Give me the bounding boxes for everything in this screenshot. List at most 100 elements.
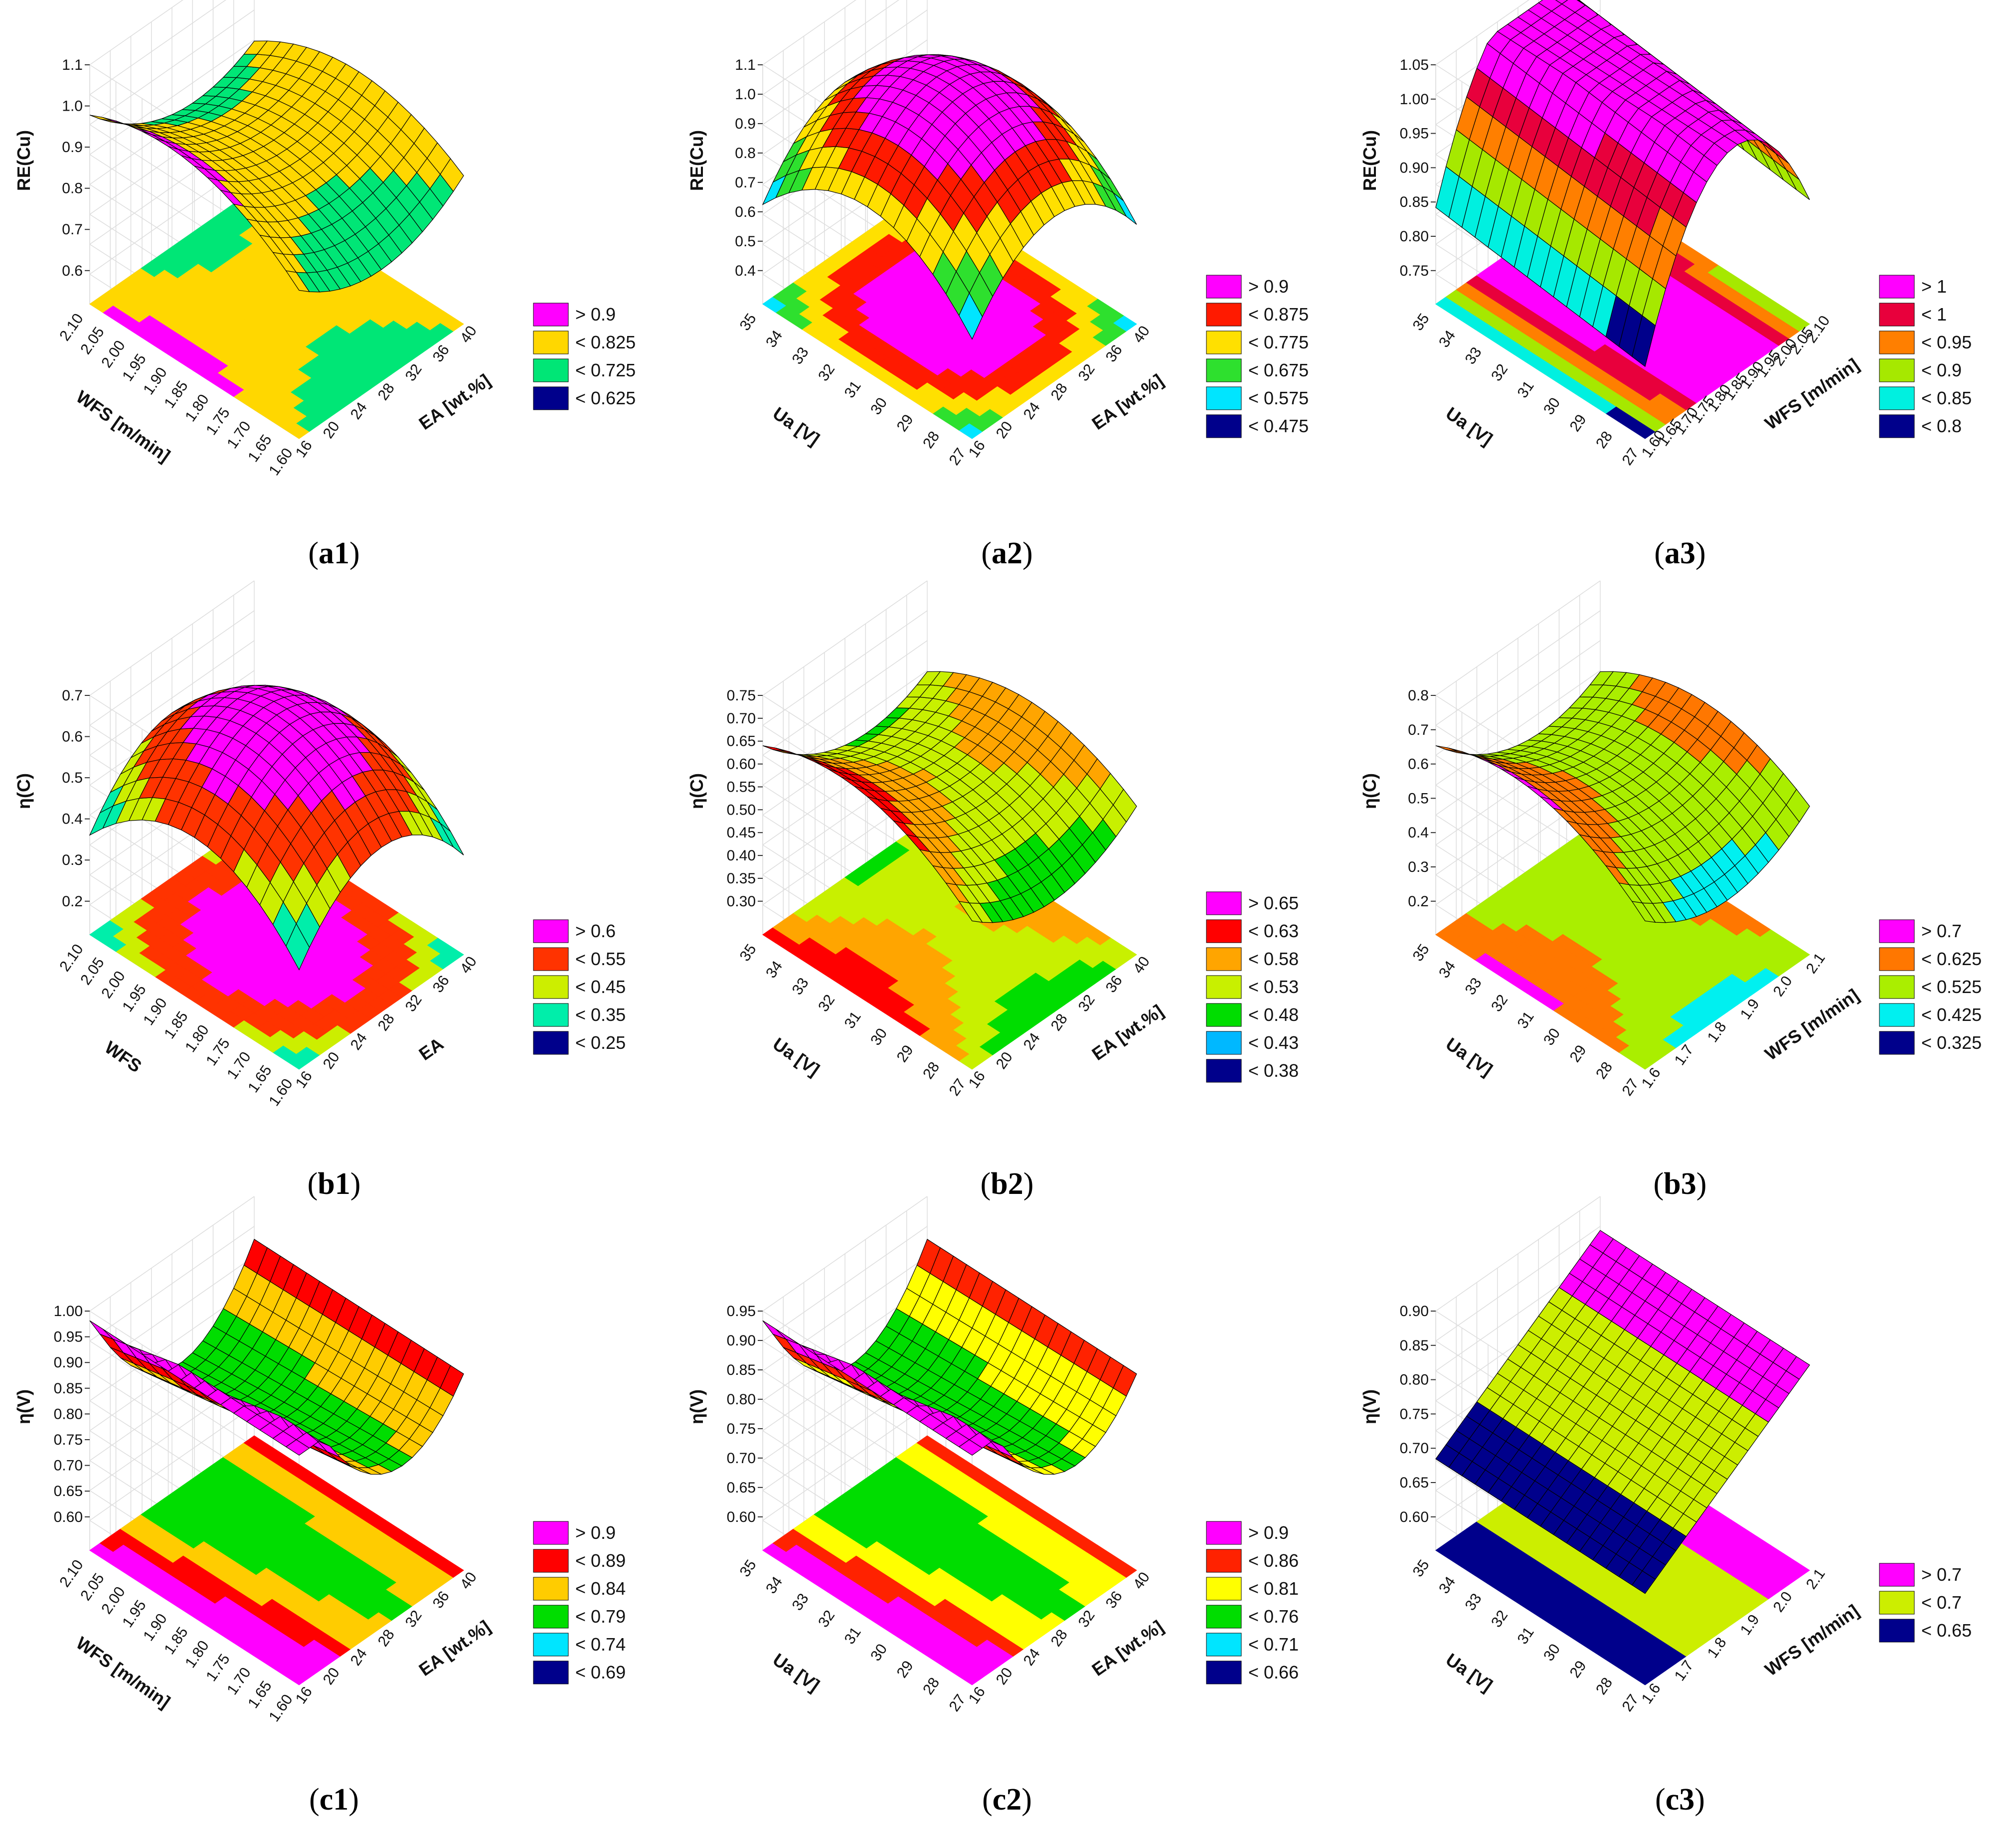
x-tick-label: 16 bbox=[966, 1684, 989, 1707]
y-tick-label: 1.75 bbox=[203, 1035, 233, 1069]
legend-label: < 0.71 bbox=[1248, 1634, 1299, 1655]
legend: > 0.9 < 0.825 < 0.725 < 0.625 bbox=[533, 303, 636, 410]
legend-swatch bbox=[1879, 975, 1915, 999]
y-tick-label: 35 bbox=[1410, 311, 1433, 333]
x-axis-label: WFS [m/min] bbox=[1761, 985, 1863, 1064]
legend-swatch bbox=[1206, 358, 1242, 382]
legend-label: < 0.74 bbox=[575, 1634, 626, 1655]
z-tick-label: 0.4 bbox=[735, 263, 756, 279]
x-tick-label: 16 bbox=[293, 1684, 316, 1707]
legend-label: < 0.875 bbox=[1248, 304, 1309, 325]
y-tick-label: 34 bbox=[1436, 958, 1459, 981]
z-tick-label: 0.5 bbox=[62, 770, 83, 786]
z-tick-label: 0.60 bbox=[727, 756, 756, 773]
z-tick-label: 0.50 bbox=[727, 802, 756, 818]
z-tick-label: 0.75 bbox=[1400, 263, 1429, 279]
legend-label: < 0.9 bbox=[1921, 360, 1962, 380]
z-tick-label: 0.60 bbox=[1400, 1509, 1429, 1525]
z-tick-label: 0.75 bbox=[54, 1432, 83, 1448]
z-tick-label: 0.7 bbox=[1408, 722, 1429, 738]
contour-floor bbox=[89, 189, 464, 439]
surface-mesh bbox=[762, 671, 1137, 923]
y-tick-label: 2.05 bbox=[77, 955, 108, 988]
z-tick-label: 0.70 bbox=[727, 710, 756, 727]
legend: > 0.9 < 0.89 < 0.84 < 0.79 < 0.74 < 0.69 bbox=[533, 1521, 626, 1684]
legend-swatch bbox=[533, 1549, 569, 1573]
caption-letter: b2 bbox=[991, 1167, 1023, 1201]
z-tick-label: 0.90 bbox=[1400, 1303, 1429, 1320]
legend-swatch bbox=[533, 1521, 569, 1545]
legend-label: < 0.38 bbox=[1248, 1060, 1299, 1081]
z-tick-label: 0.70 bbox=[54, 1458, 83, 1474]
z-tick-label: 0.9 bbox=[735, 116, 756, 132]
legend-swatch bbox=[1879, 358, 1915, 382]
z-tick-label: 1.0 bbox=[62, 98, 83, 115]
y-tick-label: 29 bbox=[1567, 412, 1590, 435]
y-tick-label: 1.80 bbox=[182, 1022, 212, 1055]
z-tick-label: 0.60 bbox=[727, 1509, 756, 1525]
panel-a3: 0.750.800.850.900.951.001.05RE(Cu)1.601.… bbox=[1359, 0, 1972, 570]
z-tick-label: 0.85 bbox=[1400, 1337, 1429, 1354]
z-tick-label: 0.85 bbox=[54, 1380, 83, 1397]
legend-label: < 0.76 bbox=[1248, 1606, 1299, 1627]
z-tick-label: 0.5 bbox=[1408, 790, 1429, 807]
legend-label: < 0.725 bbox=[575, 360, 636, 380]
y-tick-label: 27 bbox=[1619, 1076, 1642, 1099]
y-tick-label: 31 bbox=[841, 1624, 864, 1647]
panel-c1: 0.60 0.65 0.70 0.75 0.80 0.85 0.90 0.95 1.00 η(V)… bbox=[13, 1196, 626, 1817]
y-axis-label: WFS [m/min] bbox=[72, 1633, 174, 1712]
legend-label: < 0.85 bbox=[1921, 388, 1972, 408]
legend-label: < 0.475 bbox=[1248, 416, 1309, 436]
legend-swatch bbox=[533, 331, 569, 354]
y-tick-label: 1.60 bbox=[266, 445, 296, 479]
z-tick-label: 0.7 bbox=[735, 174, 756, 191]
panel-caption: (a1) bbox=[308, 536, 359, 570]
x-axis-label: WFS [m/min] bbox=[1761, 1600, 1863, 1680]
legend: > 0.7 < 0.7 < 0.65 bbox=[1879, 1563, 1972, 1643]
y-tick-label: 1.85 bbox=[161, 378, 191, 411]
z-tick-label: 0.3 bbox=[62, 852, 83, 868]
caption-letter: c1 bbox=[320, 1783, 349, 1817]
surface-mesh bbox=[762, 1239, 1137, 1475]
legend-label: < 0.525 bbox=[1921, 977, 1982, 997]
x-tick-label: 1.6 bbox=[1639, 1680, 1664, 1707]
y-tick-label: 2.10 bbox=[56, 311, 87, 344]
legend-swatch bbox=[1206, 1521, 1242, 1545]
y-tick-label: 1.80 bbox=[182, 391, 212, 425]
legend-label: > 1 bbox=[1921, 276, 1947, 297]
panel-b2: 0.30 0.35 0.40 0.45 0.50 0.55 0.60 0.65 0.70 0.75… bbox=[686, 580, 1299, 1201]
z-tick-label: 0.65 bbox=[727, 1480, 756, 1496]
legend-label: < 0.675 bbox=[1248, 360, 1309, 380]
legend-swatch bbox=[533, 303, 569, 327]
z-tick-label: 0.6 bbox=[62, 263, 83, 279]
legend-label: < 0.66 bbox=[1248, 1662, 1299, 1682]
z-tick-label: 0.85 bbox=[727, 1362, 756, 1378]
z-axis-label: η(V) bbox=[13, 1389, 34, 1424]
legend-label: < 0.53 bbox=[1248, 977, 1299, 997]
z-tick-label: 0.90 bbox=[54, 1354, 83, 1371]
legend-label: < 0.65 bbox=[1921, 1620, 1972, 1641]
y-tick-label: 1.90 bbox=[140, 1611, 170, 1644]
legend-label: < 0.45 bbox=[575, 977, 626, 997]
y-tick-label: 1.85 bbox=[161, 1008, 191, 1042]
legend-swatch bbox=[533, 919, 569, 943]
panel-a2: 0.40.50.60.70.80.91.01.1RE(Cu)1620242832… bbox=[686, 0, 1309, 570]
legend-label: < 0.25 bbox=[575, 1032, 626, 1053]
legend-swatch bbox=[1879, 919, 1915, 943]
y-tick-label: 1.90 bbox=[140, 995, 170, 1028]
legend-swatch bbox=[533, 1031, 569, 1055]
y-tick-label: 29 bbox=[1567, 1658, 1590, 1681]
panel-b3: 0.20.30.40.50.60.70.8η(C)1.61.71.81.92.0… bbox=[1359, 580, 1982, 1201]
legend-label: > 0.65 bbox=[1248, 893, 1299, 913]
legend-swatch bbox=[1206, 1661, 1242, 1684]
z-tick-label: 0.75 bbox=[727, 1421, 756, 1437]
z-tick-label: 0.4 bbox=[1408, 825, 1429, 841]
legend-swatch bbox=[1206, 1549, 1242, 1573]
y-tick-label: 30 bbox=[867, 1025, 890, 1048]
surface-mesh bbox=[1435, 0, 1810, 367]
y-tick-label: 30 bbox=[1540, 1025, 1563, 1048]
z-tick-label: 0.65 bbox=[1400, 1475, 1429, 1491]
z-tick-label: 0.40 bbox=[727, 847, 756, 864]
z-tick-label: 0.75 bbox=[727, 687, 756, 704]
z-tick-label: 0.65 bbox=[54, 1483, 83, 1500]
